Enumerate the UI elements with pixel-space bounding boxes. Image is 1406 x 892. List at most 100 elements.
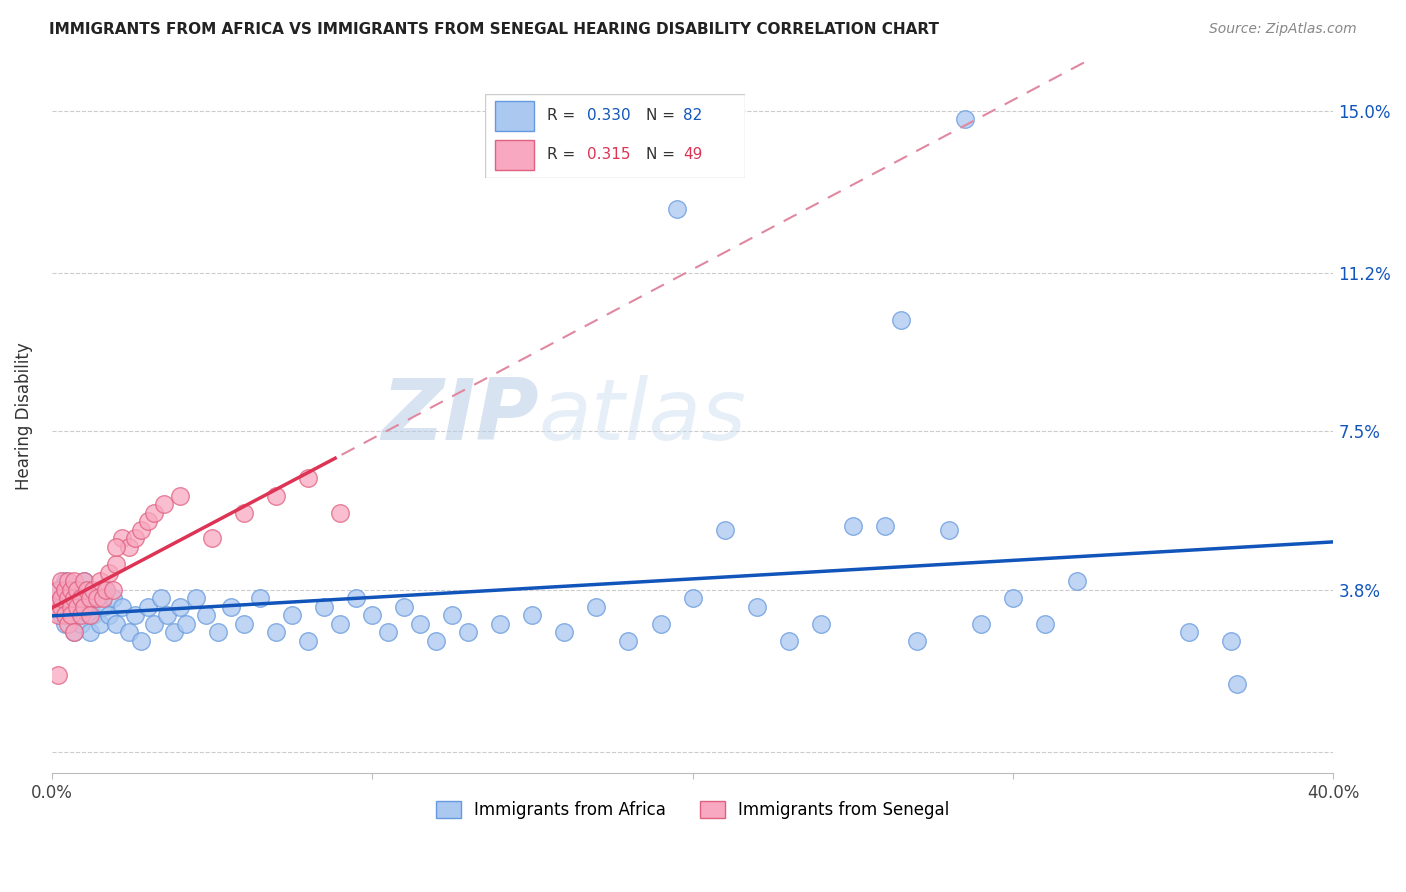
Point <box>682 591 704 606</box>
Point <box>59 599 82 614</box>
Point <box>56 574 79 588</box>
Point <box>1219 634 1241 648</box>
Point <box>66 582 89 597</box>
Point <box>91 591 114 606</box>
Point <box>264 625 287 640</box>
Point <box>457 625 479 640</box>
Point <box>553 625 575 640</box>
Point <box>184 591 207 606</box>
Point <box>53 574 76 588</box>
Point <box>162 625 184 640</box>
Point <box>86 591 108 606</box>
Point <box>169 489 191 503</box>
Point <box>201 532 224 546</box>
Point <box>89 574 111 588</box>
Point <box>136 599 159 614</box>
Point <box>124 608 146 623</box>
Point <box>1033 616 1056 631</box>
Y-axis label: Hearing Disability: Hearing Disability <box>15 343 32 491</box>
Point <box>111 599 134 614</box>
Point <box>143 506 166 520</box>
Point <box>82 608 104 623</box>
Point <box>207 625 229 640</box>
Text: Source: ZipAtlas.com: Source: ZipAtlas.com <box>1209 22 1357 37</box>
Point <box>156 608 179 623</box>
Point <box>219 599 242 614</box>
Point <box>101 591 124 606</box>
Point <box>153 497 176 511</box>
Point <box>51 599 73 614</box>
Point <box>522 608 544 623</box>
Point <box>63 574 86 588</box>
Point <box>264 489 287 503</box>
Point <box>665 202 688 217</box>
Point <box>63 599 86 614</box>
Text: IMMIGRANTS FROM AFRICA VS IMMIGRANTS FROM SENEGAL HEARING DISABILITY CORRELATION: IMMIGRANTS FROM AFRICA VS IMMIGRANTS FRO… <box>49 22 939 37</box>
Text: 0.330: 0.330 <box>586 108 630 123</box>
Point <box>136 514 159 528</box>
Point <box>79 608 101 623</box>
Point <box>59 591 82 606</box>
Text: 0.315: 0.315 <box>586 147 630 162</box>
Point <box>1001 591 1024 606</box>
Point <box>46 668 69 682</box>
Point <box>46 582 69 597</box>
Point <box>69 591 91 606</box>
Point <box>1066 574 1088 588</box>
Point <box>194 608 217 623</box>
Text: atlas: atlas <box>538 375 747 458</box>
Text: 49: 49 <box>683 147 702 162</box>
Point <box>441 608 464 623</box>
Point <box>96 582 118 597</box>
Text: R =: R = <box>547 147 581 162</box>
Point <box>392 599 415 614</box>
Point <box>713 523 735 537</box>
FancyBboxPatch shape <box>495 140 534 169</box>
Point <box>69 608 91 623</box>
Point <box>73 604 96 618</box>
Point <box>361 608 384 623</box>
Point <box>890 313 912 327</box>
Point <box>51 608 73 623</box>
Point <box>53 608 76 623</box>
Point <box>176 616 198 631</box>
Point <box>149 591 172 606</box>
Point <box>297 471 319 485</box>
Text: 82: 82 <box>683 108 702 123</box>
Point <box>117 540 139 554</box>
Point <box>425 634 447 648</box>
Point <box>249 591 271 606</box>
Point <box>69 591 91 606</box>
Point <box>51 574 73 588</box>
Point <box>953 112 976 127</box>
Point <box>63 591 86 606</box>
Point <box>53 582 76 597</box>
Point <box>46 595 69 609</box>
Point <box>63 625 86 640</box>
Point <box>69 616 91 631</box>
Point <box>46 608 69 623</box>
Point <box>104 540 127 554</box>
Point <box>59 582 82 597</box>
Point <box>1178 625 1201 640</box>
Text: ZIP: ZIP <box>381 375 538 458</box>
Point <box>169 599 191 614</box>
Point <box>1226 676 1249 690</box>
Point <box>79 591 101 606</box>
Point <box>873 518 896 533</box>
Point <box>56 599 79 614</box>
Point <box>98 608 121 623</box>
Point <box>56 591 79 606</box>
Point <box>104 557 127 571</box>
Text: R =: R = <box>547 108 581 123</box>
Point <box>111 532 134 546</box>
Point <box>585 599 607 614</box>
Point <box>281 608 304 623</box>
Point <box>970 616 993 631</box>
Point <box>905 634 928 648</box>
Point <box>297 634 319 648</box>
Point <box>51 591 73 606</box>
Point <box>56 582 79 597</box>
Point <box>131 523 153 537</box>
Point <box>329 616 352 631</box>
